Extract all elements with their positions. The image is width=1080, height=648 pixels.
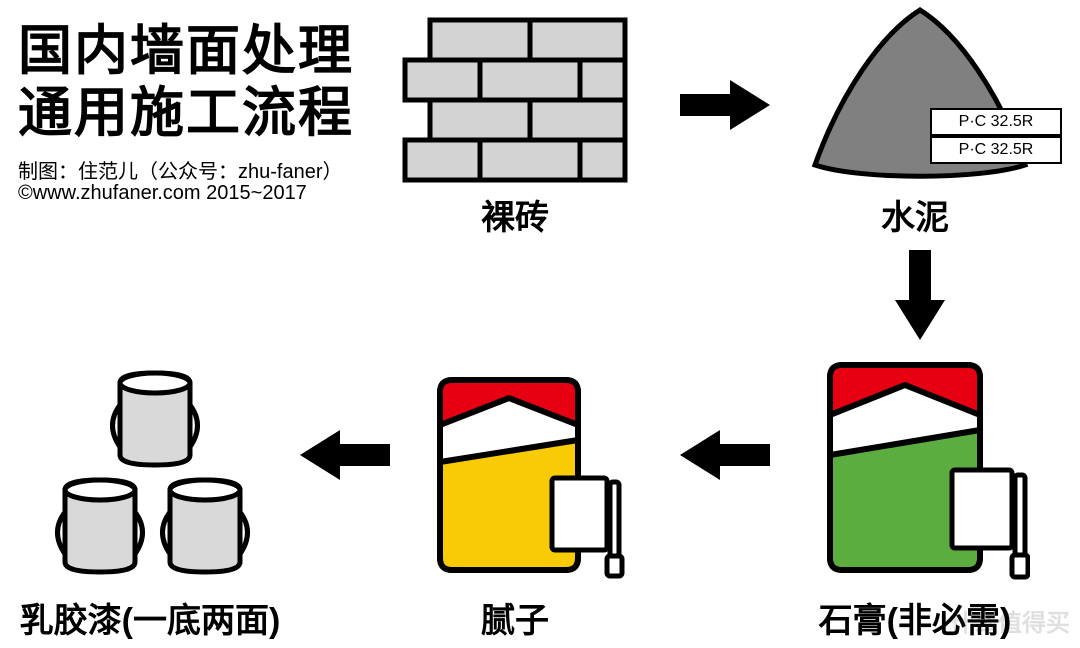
putty-label: 腻子 [481, 593, 549, 642]
paint-label: 乳胶漆(一底两面) [20, 593, 281, 642]
brick-icon [400, 15, 630, 185]
arrow-left-icon [680, 430, 770, 480]
cement-bag-1: P·C 32.5R [930, 108, 1062, 136]
credit-line1: 制图：住范儿（公众号：zhu-faner） [18, 155, 343, 184]
arrow-left-icon [300, 430, 390, 480]
title-line2: 通用施工流程 [18, 82, 354, 144]
credit-line2: ©www.zhufaner.com 2015~2017 [18, 182, 307, 205]
gypsum-icon [820, 355, 1030, 580]
cement-label: 水泥 [881, 190, 949, 239]
title-line1: 国内墙面处理 [18, 20, 354, 82]
watermark: 什么值得买 [950, 603, 1070, 638]
putty-icon [430, 370, 625, 580]
cement-bag-2: P·C 32.5R [930, 136, 1062, 164]
brick-label: 裸砖 [481, 190, 549, 239]
arrow-down-icon [895, 250, 945, 340]
main-title: 国内墙面处理 通用施工流程 [18, 20, 354, 144]
paint-icon [45, 355, 265, 580]
arrow-right-icon [680, 80, 770, 130]
